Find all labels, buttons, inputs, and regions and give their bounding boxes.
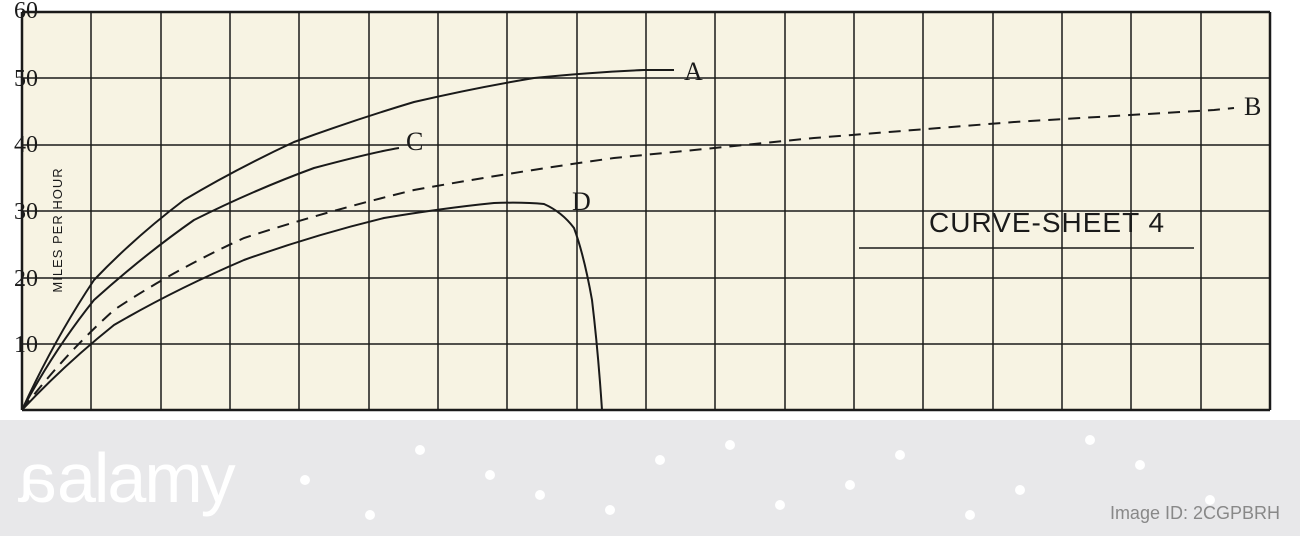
ytick-60: 60 <box>14 0 38 24</box>
ylabel: MILES PER HOUR <box>50 167 65 292</box>
watermark-id: Image ID: 2CGPBRH <box>1110 503 1280 524</box>
ytick-40: 40 <box>14 132 38 158</box>
watermark-logo-text: alamy <box>57 439 234 517</box>
ytick-20: 20 <box>14 266 38 292</box>
ytick-50: 50 <box>14 66 38 92</box>
curve-b-label: B <box>1244 92 1261 121</box>
chart-svg: 60 50 40 30 20 10 MILES PER HOUR A B C D… <box>14 0 1276 420</box>
watermark-logo: aalamy <box>20 438 234 518</box>
curve-d-label: D <box>572 187 591 216</box>
chart-title: CURVE-SHEET 4 <box>929 207 1165 238</box>
ytick-30: 30 <box>14 199 38 225</box>
curve-a-label: A <box>684 57 703 86</box>
ytick-10: 10 <box>14 332 38 358</box>
chart-container: 60 50 40 30 20 10 MILES PER HOUR A B C D… <box>14 0 1276 420</box>
curve-c-label: C <box>406 127 423 156</box>
